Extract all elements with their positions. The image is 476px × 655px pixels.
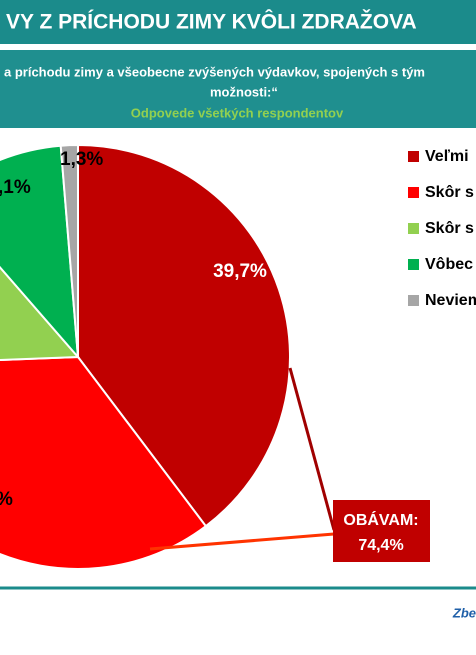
pie-slice [0, 144, 80, 360]
legend-swatch [408, 295, 419, 306]
data-label: 1,3% [60, 149, 103, 170]
callout-box [333, 500, 430, 562]
legend-label: Veľmi [425, 148, 469, 165]
callout-line [149, 532, 335, 551]
callout-value: 74,4% [358, 537, 403, 554]
title-bar [0, 0, 476, 44]
data-label: % [0, 489, 13, 510]
pie-slice [77, 143, 291, 528]
legend-swatch [408, 259, 419, 270]
legend-swatch [408, 151, 419, 162]
callout-line [288, 367, 336, 531]
pie-slice [0, 355, 208, 570]
title: VY Z PRÍCHODU ZIMY KVÔLI ZDRAŽOVA [6, 10, 417, 34]
data-label: ,1% [0, 177, 31, 198]
footer: Zbe [452, 605, 476, 620]
data-label: 39,7% [213, 261, 267, 282]
subtitle: a príchodu zimy a všeobecne zvýšených vý… [4, 64, 425, 79]
legend-swatch [408, 187, 419, 198]
legend-label: Skôr s [425, 184, 474, 201]
legend-label: Neviem [425, 292, 476, 309]
subtitle: možnosti:“ [210, 84, 278, 99]
legend-swatch [408, 223, 419, 234]
legend-label: Vôbec [425, 256, 473, 273]
callout-title: OBÁVAM: [343, 510, 418, 529]
legend-label: Skôr s [425, 220, 474, 237]
pie-slice [59, 143, 79, 358]
subtitle-bar [0, 50, 476, 128]
note: Odpovede všetkých respondentov [131, 105, 344, 120]
